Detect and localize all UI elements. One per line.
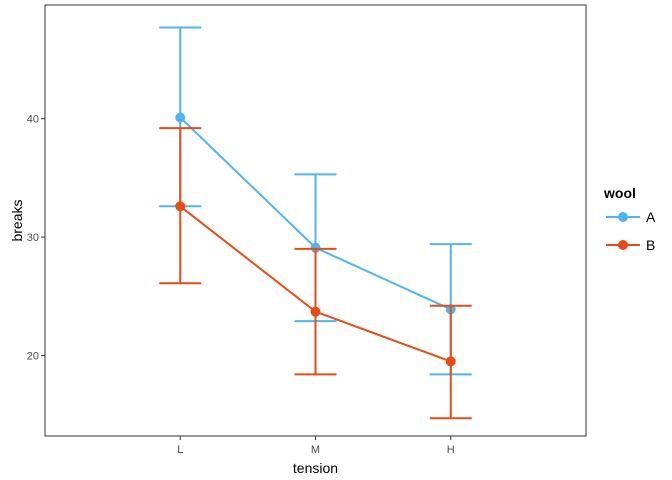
legend-label: B bbox=[646, 237, 655, 253]
legend: wool AB bbox=[603, 185, 656, 253]
legend-key-point bbox=[618, 240, 628, 250]
plot-marks bbox=[159, 26, 472, 420]
x-tick-label: M bbox=[311, 444, 320, 456]
y-tick-label: 40 bbox=[27, 114, 39, 126]
series-B bbox=[159, 127, 472, 420]
data-point bbox=[445, 356, 456, 367]
data-point bbox=[175, 201, 186, 212]
y-axis: 20 30 40 bbox=[27, 114, 45, 362]
legend-item-B: B bbox=[606, 237, 655, 253]
legend-label: A bbox=[646, 209, 656, 225]
y-axis-title: breaks bbox=[9, 199, 25, 241]
x-tick-label: L bbox=[177, 444, 183, 456]
y-tick-label: 20 bbox=[27, 350, 39, 362]
legend-key-point bbox=[618, 212, 628, 222]
y-tick-label: 30 bbox=[27, 232, 39, 244]
legend-item-A: A bbox=[606, 209, 656, 225]
data-point bbox=[310, 306, 321, 317]
x-tick-label: H bbox=[447, 444, 455, 456]
legend-title: wool bbox=[603, 185, 636, 201]
x-axis-title: tension bbox=[293, 460, 338, 476]
data-point bbox=[175, 112, 186, 123]
data-point bbox=[310, 242, 321, 253]
